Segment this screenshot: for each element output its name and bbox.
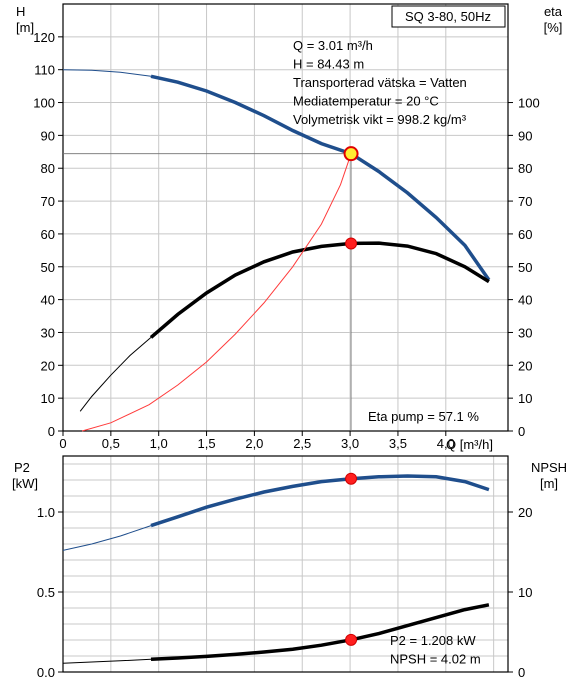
y-right-axis-label: eta <box>544 4 563 19</box>
eta-operating-point <box>345 237 358 250</box>
plot-frame <box>62 3 509 432</box>
y-left-tick-label: 1.0 <box>37 505 55 520</box>
y-left-axis-unit: [m] <box>16 20 34 35</box>
curve-H-thin <box>62 69 152 77</box>
y-right-tick-label: 70 <box>518 194 532 209</box>
y-left-tick-label: 0.0 <box>37 665 55 680</box>
y-right-tick-label: 10 <box>518 585 532 600</box>
x-tick-label: 1,5 <box>198 436 216 451</box>
x-axis-label: Q [m³/h] <box>446 437 493 452</box>
x-tick-label: 2,5 <box>293 436 311 451</box>
info-line: Mediatemperatur = 20 °C <box>293 94 439 109</box>
y-left-axis-label: H <box>16 4 25 19</box>
title-box <box>391 5 506 28</box>
y-left-tick-label: 20 <box>41 358 55 373</box>
y-right-tick-label: 60 <box>518 227 532 242</box>
x-tick-label: 2,0 <box>245 436 263 451</box>
curve-H <box>150 74 491 281</box>
x-tick-label: 1,0 <box>150 436 168 451</box>
y-right-tick-label: 20 <box>518 358 532 373</box>
y-right-tick-label: 10 <box>518 391 532 406</box>
y-right-tick-label: 0 <box>518 665 525 680</box>
y-left-tick-label: 70 <box>41 194 55 209</box>
curve-NPSH <box>150 603 490 661</box>
curve-eta <box>149 241 490 339</box>
y-left-tick-label: 80 <box>41 161 55 176</box>
y-right-tick-label: 80 <box>518 161 532 176</box>
y-right-tick-label: 50 <box>518 260 532 275</box>
y-left-tick-label: 50 <box>41 260 55 275</box>
info-line: Q = 3.01 m³/h <box>293 38 373 53</box>
y-left-tick-label: 110 <box>34 63 55 78</box>
bottom-plot: 0.0 0.5 1.0 0 10 20 P2[kW] NPSH[m] P2 = 1.208 kW… <box>12 455 567 680</box>
curve-P2-thin <box>62 525 152 551</box>
info-line: Transporterad vätska = Vatten <box>293 75 467 90</box>
y-left-tick-label: 0 <box>48 424 55 439</box>
top-plot: 0 0,5 1,0 1,5 2,0 2,5 3,0 3,5 4,0 0 10 20 30 40 50 60 70… <box>16 3 563 452</box>
curve-eta-thin <box>79 337 152 412</box>
y-left-axis-unit: [kW] <box>12 476 38 491</box>
y-left-tick-label: 120 <box>33 30 55 45</box>
curve-P2 <box>150 474 490 528</box>
eta-annotation: Eta pump = 57.1 % <box>368 409 479 424</box>
info-line: P2 = 1.208 kW <box>390 633 476 648</box>
y-right-tick-label: 20 <box>518 505 532 520</box>
y-left-tick-label: 90 <box>41 128 55 143</box>
y-left-tick-label: 100 <box>33 96 55 111</box>
y-right-axis-unit: [m] <box>540 476 558 491</box>
y-right-axis-unit: [%] <box>544 20 563 35</box>
y-left-tick-label: 60 <box>41 227 55 242</box>
y-left-tick-label: 40 <box>41 293 55 308</box>
y-right-tick-label: 0 <box>518 424 525 439</box>
curve-system <box>81 153 352 432</box>
info-line: NPSH = 4.02 m <box>390 652 481 667</box>
curve-NPSH-thin <box>62 658 152 664</box>
x-tick-label: 3,0 <box>341 436 359 451</box>
y-left-tick-label: 30 <box>41 325 55 340</box>
y-right-tick-label: 40 <box>518 293 532 308</box>
y-left-axis-label: P2 <box>14 460 30 475</box>
info-line: H = 84.43 m <box>293 57 364 72</box>
plot-frame <box>62 455 509 673</box>
x-tick-label: 0,5 <box>102 436 120 451</box>
x-tick-label: 3,5 <box>389 436 407 451</box>
x-tick-label: 4,0 <box>437 436 455 451</box>
y-right-axis-label: NPSH <box>531 460 567 475</box>
x-tick-label: 0 <box>59 436 66 451</box>
npsh-operating-point <box>345 633 358 646</box>
head-operating-point <box>343 146 359 162</box>
p2-operating-point <box>345 472 358 485</box>
info-line: Volymetrisk vikt = 998.2 kg/m³ <box>293 112 467 127</box>
y-right-tick-label: 100 <box>518 96 540 111</box>
y-left-tick-label: 10 <box>41 391 55 406</box>
y-right-tick-label: 30 <box>518 325 532 340</box>
y-right-tick-label: 90 <box>518 128 532 143</box>
chart-title: SQ 3-80, 50Hz <box>405 9 491 24</box>
y-left-tick-label: 0.5 <box>37 585 55 600</box>
